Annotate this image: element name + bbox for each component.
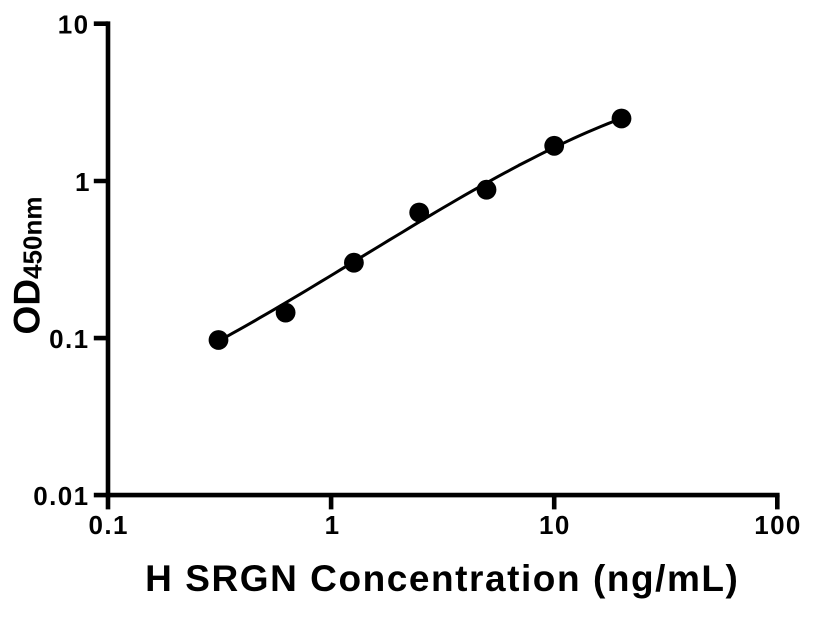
svg-text:10: 10 (58, 10, 90, 40)
svg-text:1: 1 (325, 510, 339, 540)
svg-text:1: 1 (75, 167, 89, 197)
svg-text:0.01: 0.01 (33, 481, 89, 511)
svg-text:H SRGN Concentration (ng/mL): H SRGN Concentration (ng/mL) (145, 558, 739, 599)
svg-text:0.1: 0.1 (89, 510, 129, 540)
svg-text:10: 10 (539, 510, 571, 540)
svg-text:0.1: 0.1 (49, 324, 89, 354)
svg-text:100: 100 (754, 510, 802, 540)
